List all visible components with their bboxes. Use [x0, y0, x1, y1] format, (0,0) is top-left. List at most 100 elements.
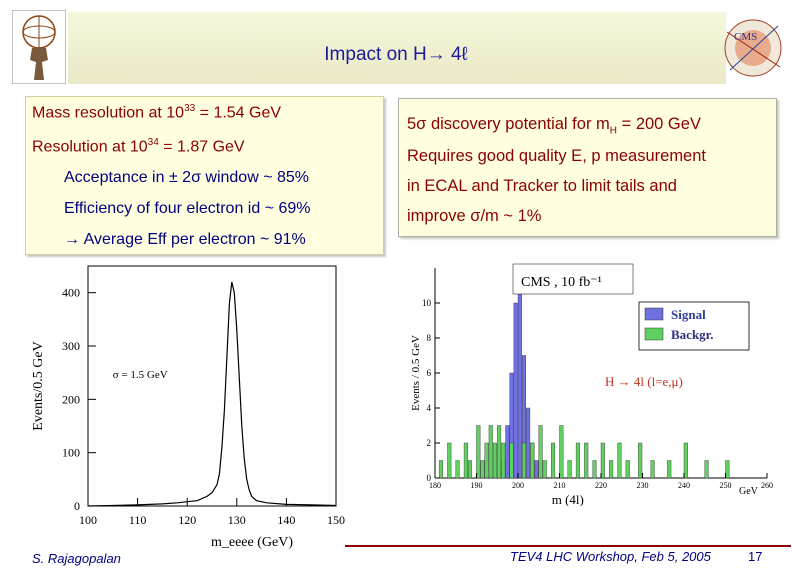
y-tick-label: 100: [62, 446, 80, 460]
legend-label: Signal: [671, 307, 706, 322]
x-tick-label: 250: [720, 481, 732, 490]
background-bar: [638, 442, 643, 479]
background-bar: [468, 460, 473, 479]
header-band: [68, 12, 726, 84]
right-info-box: 5σ discovery potential for mH = 200 GeV …: [398, 98, 777, 237]
background-bar: [438, 460, 444, 479]
y-axis-label: Events/0.5 GeV: [31, 341, 46, 430]
mass-resolution-line: Mass resolution at 1033 = 1.54 GeV: [32, 103, 282, 122]
background-bar: [600, 442, 605, 479]
background-bar: [447, 442, 452, 479]
improve-line: improve σ/m ~ 1%: [407, 207, 542, 225]
background-bar: [538, 425, 543, 479]
x-tick-label: 260: [761, 481, 773, 490]
background-bar: [492, 442, 497, 479]
plot-frame: [87, 265, 337, 507]
process-annotation: H → 4l (l=e,μ): [605, 374, 683, 389]
background-bar: [484, 442, 489, 479]
signal-bar: [534, 460, 539, 479]
acceptance-line: Acceptance in ± 2σ window ~ 85%: [64, 169, 310, 186]
background-bar: [497, 425, 502, 479]
background-bar: [650, 460, 655, 479]
x-tick-label: 240: [678, 481, 690, 490]
page-number: 17: [748, 549, 763, 564]
y-axis-label: Events / 0.5 GeV: [410, 335, 422, 411]
y-tick-label: 0: [74, 499, 80, 513]
y-tick-label: 10: [422, 298, 432, 308]
background-bar: [559, 425, 564, 479]
background-bar: [567, 460, 572, 479]
background-bar: [667, 460, 672, 479]
background-bar: [501, 442, 506, 479]
y-tick-label: 200: [62, 392, 80, 406]
y-tick-label: 0: [427, 473, 432, 483]
footer-event: TEV4 LHC Workshop, Feb 5, 2005: [510, 549, 711, 564]
y-tick-label: 2: [427, 438, 432, 448]
y-tick-label: 6: [427, 368, 432, 378]
x-axis-label: m_eeee (GeV): [211, 535, 293, 550]
background-bar: [455, 460, 460, 479]
background-bar: [575, 442, 580, 479]
cms-logo: CMS: [724, 19, 782, 77]
signal-bar: [505, 425, 510, 479]
background-bar: [509, 442, 514, 479]
legend-label: Backgr.: [671, 327, 714, 342]
left-info-box: Mass resolution at 1033 = 1.54 GeV Resol…: [25, 96, 384, 255]
x-axis-label: m (4l): [552, 492, 584, 506]
x-tick-label: 210: [554, 481, 566, 490]
average-eff-line: → Average Eff per electron ~ 91%: [64, 231, 306, 248]
page-title: Impact on H→ 4ℓ: [324, 44, 468, 65]
ecal-tracker-line: in ECAL and Tracker to limit tails and: [407, 177, 677, 195]
efficiency-line: Efficiency of four electron id ~ 69%: [64, 200, 311, 217]
background-bar: [683, 442, 688, 479]
x-tick-label: 110: [129, 513, 147, 527]
x-axis-unit: GeV: [739, 486, 759, 497]
signal-bar: [526, 407, 531, 479]
legend-swatch: [644, 307, 664, 321]
background-bar: [550, 442, 556, 479]
background-bar: [584, 442, 589, 479]
background-bar: [704, 460, 709, 479]
legend-swatch: [644, 327, 664, 341]
discovery-histogram-chart: 180 190 200 210 220 230 240 250 260 0 2 4 6 8 10 m (4l)…: [410, 263, 773, 506]
chart-title: CMS , 10 fb⁻¹: [521, 275, 602, 290]
x-tick-label: 190: [471, 481, 483, 490]
requires-line: Requires good quality E, p measurement: [407, 147, 706, 165]
signal-bar: [517, 267, 522, 479]
atlas-figure-logo: [12, 10, 66, 84]
background-bar: [609, 460, 614, 479]
background-bar: [625, 460, 630, 479]
background-bar: [530, 442, 535, 479]
x-tick-label: 150: [327, 513, 345, 527]
y-tick-label: 300: [62, 339, 80, 353]
y-tick-label: 4: [427, 403, 432, 413]
cms-logo-text: CMS: [734, 31, 757, 43]
resolution-line: Resolution at 1034 = 1.87 GeV: [32, 137, 245, 156]
footer-author: S. Rajagopalan: [32, 551, 121, 566]
background-bar: [542, 460, 547, 479]
background-bar: [480, 460, 485, 479]
y-tick-label: 8: [427, 333, 432, 343]
background-bar: [592, 460, 597, 479]
x-tick-label: 120: [178, 513, 196, 527]
x-tick-label: 180: [429, 481, 441, 490]
x-tick-label: 140: [277, 513, 295, 527]
background-bar: [488, 425, 493, 479]
resolution-curve: [87, 281, 337, 507]
x-tick-label: 220: [595, 481, 607, 490]
y-tick-label: 400: [62, 286, 80, 300]
background-bar: [617, 442, 622, 479]
background-bar: [476, 425, 481, 479]
footer-divider: [345, 545, 791, 547]
x-tick-label: 230: [637, 481, 649, 490]
discovery-potential-line: 5σ discovery potential for mH = 200 GeV: [407, 115, 701, 137]
background-bar: [725, 460, 730, 479]
background-bar: [521, 442, 527, 479]
background-bar: [463, 442, 468, 479]
x-tick-label: 100: [79, 513, 97, 527]
sigma-annotation: σ = 1.5 GeV: [113, 369, 168, 381]
signal-bar: [513, 302, 518, 479]
x-tick-label: 130: [228, 513, 246, 527]
chart-title-box: [512, 263, 634, 295]
